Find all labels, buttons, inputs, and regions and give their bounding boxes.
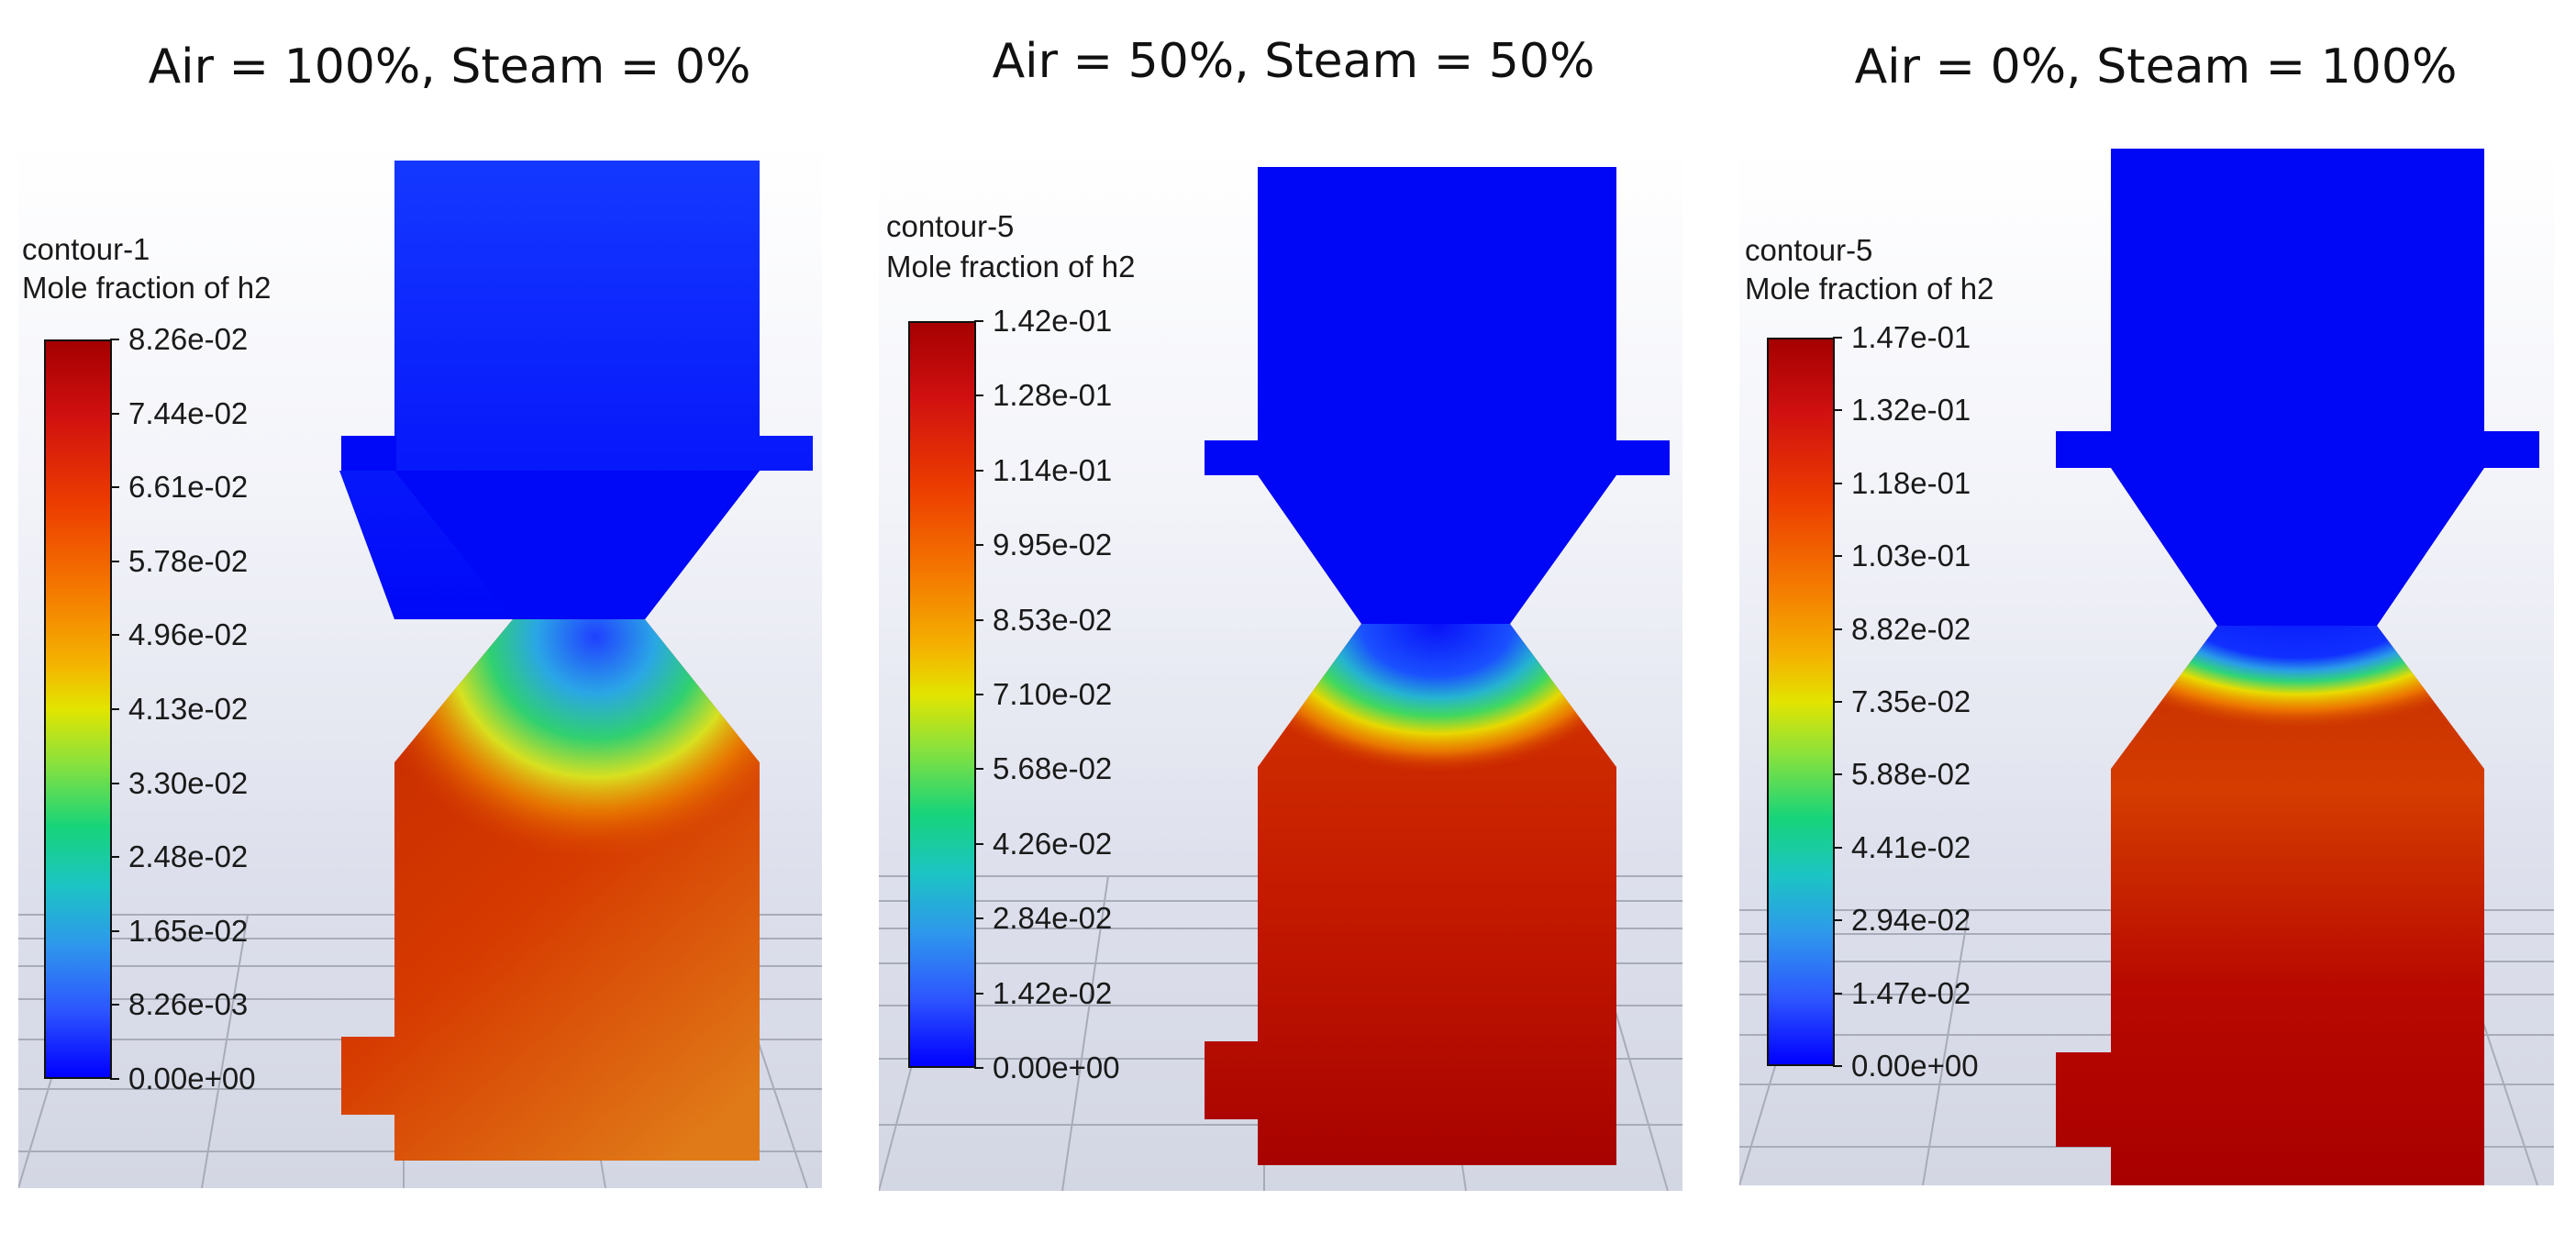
contour-name: contour-1 bbox=[22, 232, 150, 266]
colorbar-tick-label: 0.00e+00 bbox=[1851, 1049, 1979, 1083]
colorbar bbox=[44, 339, 112, 1079]
colorbar-tick-mark bbox=[110, 856, 119, 859]
colorbar-tick-label: 1.28e-01 bbox=[993, 378, 1113, 413]
contour-name: contour-5 bbox=[886, 209, 1015, 243]
panel-2-title: Air = 50%, Steam = 50% bbox=[992, 34, 1595, 89]
colorbar-tick-mark bbox=[110, 1004, 119, 1006]
colorbar-tick-mark bbox=[974, 694, 983, 695]
panel-1-title: Air = 100%, Steam = 0% bbox=[148, 39, 751, 94]
colorbar-tick-mark bbox=[1833, 701, 1842, 703]
colorbar-tick-mark bbox=[974, 992, 983, 995]
colorbar-tick-mark bbox=[974, 544, 983, 547]
panel-3-title: Air = 0%, Steam = 100% bbox=[1854, 39, 2458, 94]
colorbar-tick-label: 2.48e-02 bbox=[128, 839, 249, 874]
colorbar-tick-label: 1.47e-01 bbox=[1851, 320, 1971, 354]
colorbar-tick-label: 1.42e-01 bbox=[993, 304, 1113, 338]
reactor-geometry-3 bbox=[2056, 149, 2539, 1185]
colorbar-tick-mark bbox=[974, 917, 983, 920]
colorbar-tick-mark bbox=[110, 412, 119, 415]
colorbar-tick-mark bbox=[974, 618, 983, 621]
colorbar-tick-mark bbox=[1833, 992, 1842, 995]
colorbar-tick-mark bbox=[110, 1078, 119, 1080]
colorbar-tick-mark bbox=[974, 1067, 983, 1069]
colorbar-tick-mark bbox=[1833, 846, 1842, 849]
colorbar-tick-mark bbox=[110, 929, 119, 932]
colorbar-tick-label: 4.26e-02 bbox=[993, 826, 1113, 861]
colorbar-tick-mark bbox=[974, 768, 983, 771]
colorbar-tick-mark bbox=[1833, 1065, 1842, 1067]
contour-panel-2: contour-5 Mole fraction of h2 1.42e-01 1.… bbox=[879, 147, 1682, 1191]
colorbar-tick-label: 4.96e-02 bbox=[128, 617, 249, 652]
colorbar-tick-label: 1.42e-02 bbox=[993, 975, 1113, 1010]
colorbar-tick-mark bbox=[110, 708, 119, 710]
colorbar-tick-label: 3.30e-02 bbox=[128, 765, 249, 800]
colorbar-tick-label: 1.65e-02 bbox=[128, 913, 249, 948]
reactor-geometry-2 bbox=[1205, 167, 1670, 1165]
variable-label: Mole fraction of h2 bbox=[886, 250, 1136, 283]
colorbar-tick-label: 4.41e-02 bbox=[1851, 829, 1971, 864]
reactor-geometry-1 bbox=[339, 161, 813, 1161]
colorbar-tick-label: 1.47e-02 bbox=[1851, 975, 1971, 1010]
colorbar-tick-mark bbox=[974, 320, 983, 322]
colorbar bbox=[1767, 338, 1835, 1066]
colorbar-tick-label: 1.32e-01 bbox=[1851, 393, 1971, 428]
colorbar-tick-label: 1.03e-01 bbox=[1851, 539, 1971, 573]
colorbar-tick-mark bbox=[1833, 482, 1842, 484]
colorbar-tick-mark bbox=[1833, 773, 1842, 776]
colorbar-tick-label: 1.14e-01 bbox=[993, 452, 1113, 487]
colorbar-tick-label: 0.00e+00 bbox=[128, 1062, 256, 1095]
colorbar-tick-label: 7.10e-02 bbox=[993, 677, 1113, 711]
colorbar-tick-label: 8.26e-03 bbox=[128, 987, 249, 1022]
colorbar-tick-label: 5.88e-02 bbox=[1851, 757, 1971, 792]
contour-panel-1: contour-1 Mole fraction of h2 8.26e-02 7.… bbox=[18, 142, 822, 1188]
colorbar-tick-mark bbox=[974, 395, 983, 397]
colorbar-tick-mark bbox=[1833, 555, 1842, 558]
variable-label: Mole fraction of h2 bbox=[22, 271, 272, 305]
contour-panel-3: contour-5 Mole fraction of h2 1.47e-01 1.… bbox=[1739, 149, 2554, 1185]
variable-label: Mole fraction of h2 bbox=[1745, 272, 1994, 306]
colorbar-tick-label: 4.13e-02 bbox=[128, 692, 249, 726]
colorbar-tick-label: 2.84e-02 bbox=[993, 901, 1113, 936]
colorbar bbox=[908, 321, 976, 1068]
colorbar-tick-mark bbox=[110, 634, 119, 637]
colorbar-tick-mark bbox=[110, 486, 119, 489]
colorbar-tick-label: 5.68e-02 bbox=[993, 751, 1113, 786]
colorbar-tick-label: 8.26e-02 bbox=[128, 322, 249, 356]
colorbar-tick-label: 8.53e-02 bbox=[993, 602, 1113, 637]
colorbar-tick-label: 8.82e-02 bbox=[1851, 611, 1971, 646]
colorbar-tick-mark bbox=[1833, 337, 1842, 339]
colorbar-tick-label: 7.35e-02 bbox=[1851, 684, 1971, 718]
colorbar-tick-mark bbox=[110, 560, 119, 562]
colorbar-tick-label: 5.78e-02 bbox=[128, 543, 249, 578]
colorbar-tick-label: 7.44e-02 bbox=[128, 395, 249, 430]
colorbar-tick-label: 9.95e-02 bbox=[993, 528, 1113, 562]
colorbar-tick-mark bbox=[1833, 628, 1842, 630]
colorbar-tick-mark bbox=[1833, 919, 1842, 922]
colorbar-tick-mark bbox=[110, 782, 119, 784]
colorbar-tick-mark bbox=[974, 469, 983, 472]
colorbar-tick-mark bbox=[110, 339, 119, 340]
contour-name: contour-5 bbox=[1745, 233, 1873, 267]
colorbar-tick-label: 2.94e-02 bbox=[1851, 903, 1971, 938]
colorbar-tick-label: 6.61e-02 bbox=[128, 470, 249, 505]
colorbar-tick-mark bbox=[1833, 409, 1842, 412]
colorbar-tick-mark bbox=[974, 842, 983, 845]
colorbar-tick-label: 1.18e-01 bbox=[1851, 465, 1971, 500]
colorbar-tick-label: 0.00e+00 bbox=[993, 1050, 1120, 1084]
